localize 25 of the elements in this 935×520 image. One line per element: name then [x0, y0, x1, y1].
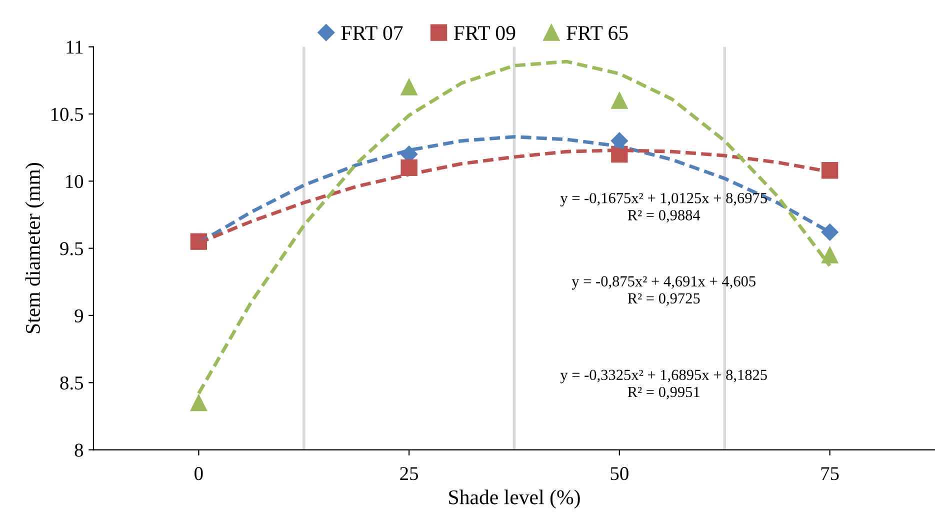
x-axis-title: Shade level (%) — [449, 490, 580, 509]
y-tick-label: 10 — [66, 174, 84, 188]
y-tick-label: 9 — [74, 309, 83, 322]
point — [821, 224, 838, 241]
y-axis-title: Stem diameter (mm) — [25, 163, 44, 334]
point — [400, 78, 418, 96]
annotation: y = -0,1675x² + 1,0125x + 8,6975 R² = 0,9884 — [560, 192, 767, 223]
legend-label: FRT 07 — [341, 26, 403, 40]
annotation: y = -0,3325x² + 1,6895x + 8,1825 R² = 0,9951 — [560, 370, 767, 400]
annotation: y = -0,875x² + 4,691x + 4,605 R² = 0,9725 — [572, 276, 756, 306]
legend-label: FRT 09 — [454, 26, 516, 40]
x-tick-label: 75 — [821, 467, 839, 480]
x-tick-label: 0 — [194, 467, 203, 480]
y-tick-label: 8.5 — [60, 376, 84, 390]
y-tick-label: 8 — [74, 444, 84, 457]
point — [821, 246, 838, 264]
point — [821, 162, 838, 179]
y-tick-label: 11 — [66, 40, 83, 54]
y-tick-label: 9.5 — [60, 242, 84, 256]
y-tick-label: 10.5 — [51, 108, 84, 121]
legend-label: FRT 65 — [566, 26, 628, 40]
point — [190, 394, 208, 412]
point — [611, 92, 628, 109]
x-tick-label: 50 — [610, 467, 628, 480]
x-tick-label: 25 — [400, 467, 418, 480]
